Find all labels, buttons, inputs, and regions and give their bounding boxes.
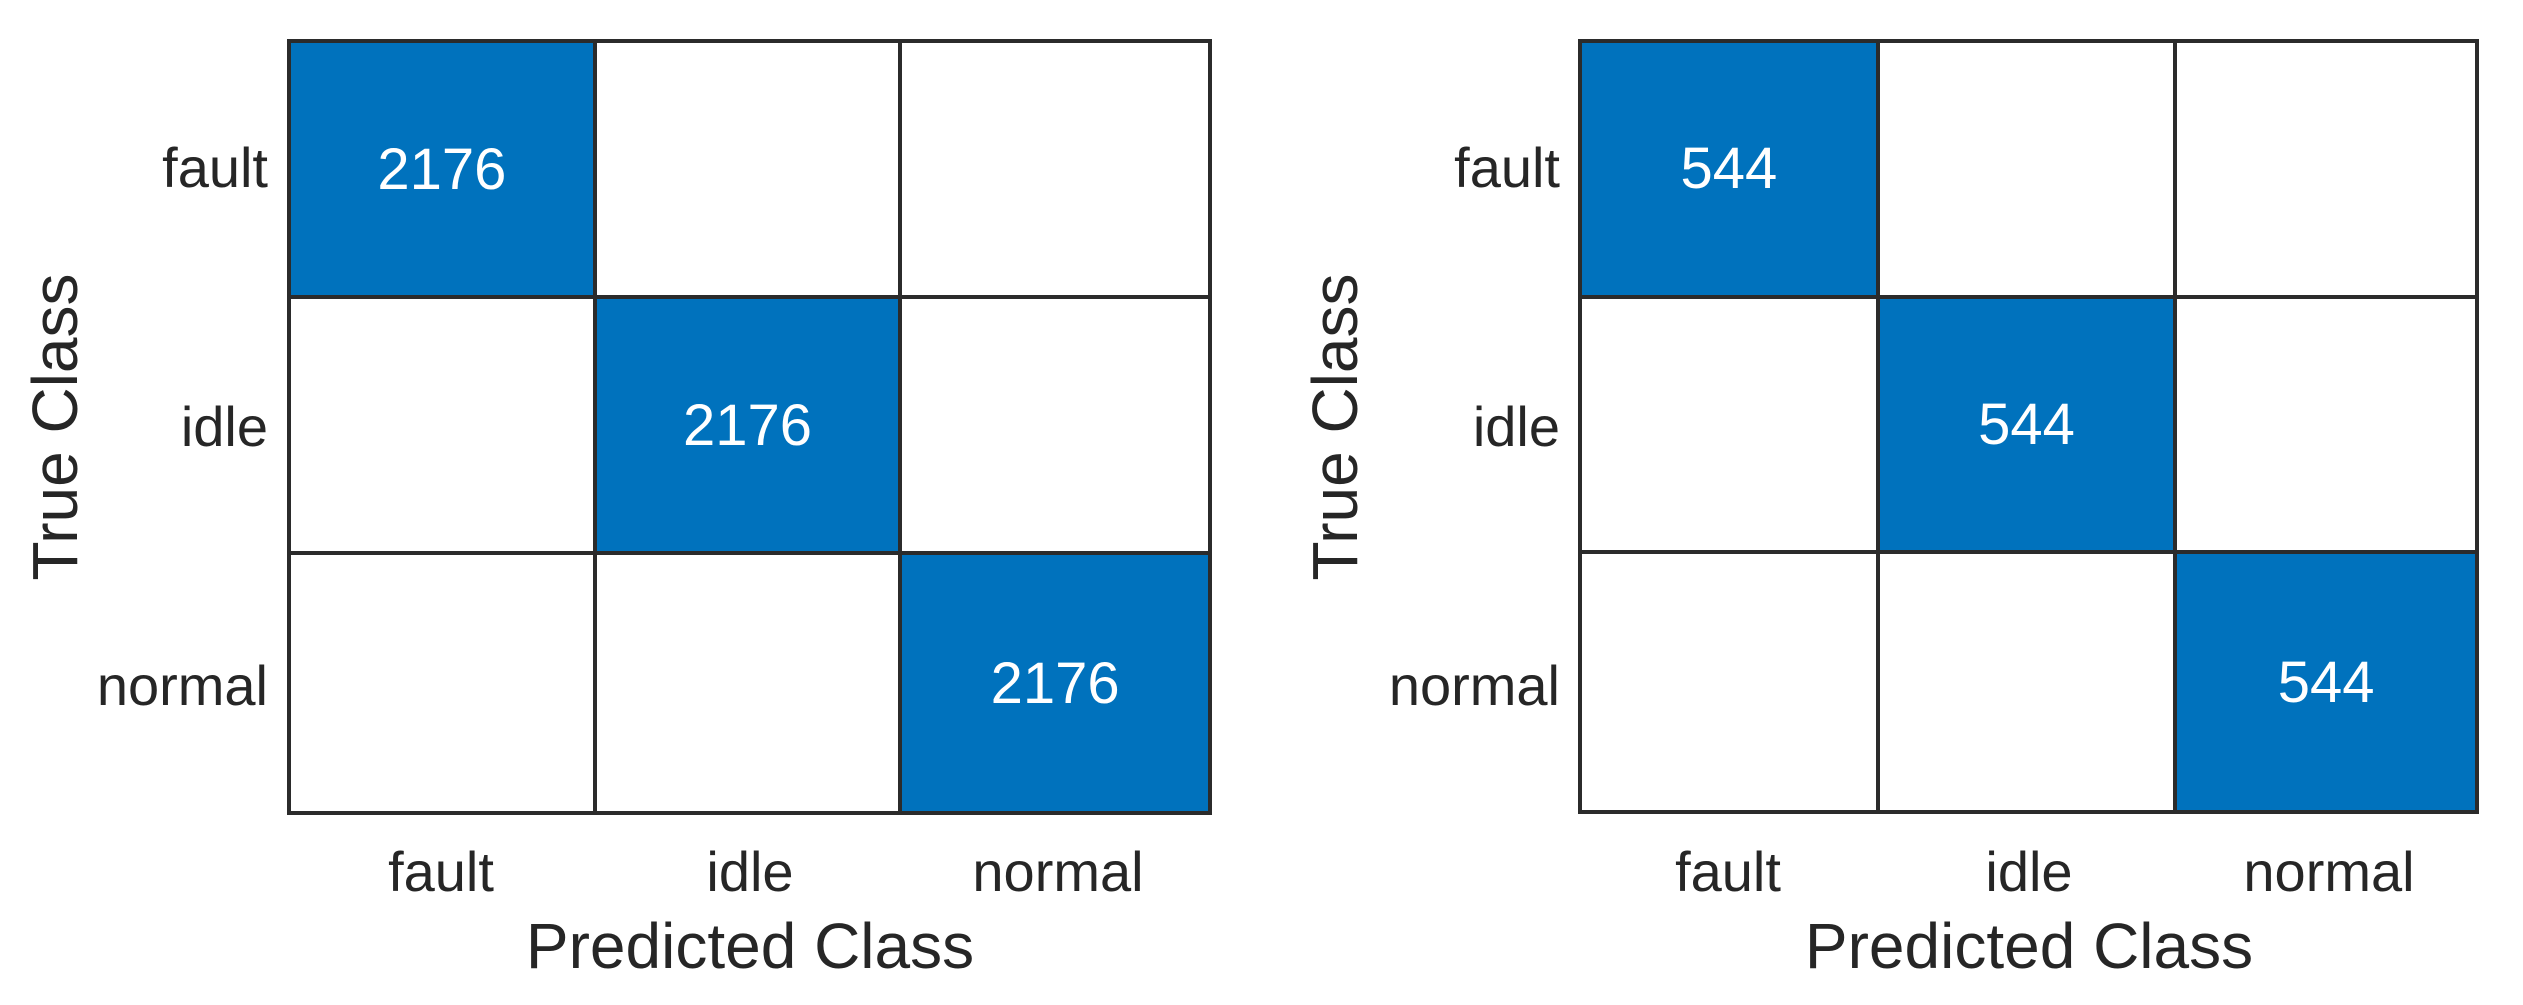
cell-true-normal-pred-idle bbox=[1880, 554, 2178, 810]
x-tick-fault-right: fault bbox=[1675, 840, 1781, 903]
x-axis-label-left: Predicted Class bbox=[525, 910, 975, 982]
matrix-grid-right: 544 544 544 bbox=[1578, 39, 2479, 814]
y-tick-normal-right: normal bbox=[1388, 654, 1560, 717]
cell-true-idle-pred-fault bbox=[291, 299, 597, 555]
cell-true-idle-pred-normal bbox=[2177, 299, 2475, 555]
y-tick-idle-left: idle bbox=[180, 395, 268, 458]
y-tick-normal-left: normal bbox=[96, 654, 268, 717]
x-tick-normal-right: normal bbox=[2243, 840, 2415, 903]
x-tick-fault-left: fault bbox=[388, 840, 494, 903]
cell-true-fault-pred-idle bbox=[1879, 43, 2178, 299]
matrix-grid-left: 2176 2176 2176 bbox=[287, 39, 1212, 815]
y-tick-fault-right: fault bbox=[1454, 136, 1560, 199]
x-tick-idle-left: idle bbox=[706, 840, 794, 903]
cell-true-fault-pred-normal bbox=[902, 43, 1208, 299]
cell-true-normal-pred-normal: 544 bbox=[2177, 554, 2475, 810]
cell-true-fault-pred-fault: 544 bbox=[1582, 43, 1880, 299]
y-tick-idle-right: idle bbox=[1472, 395, 1560, 458]
y-tick-fault-left: fault bbox=[162, 136, 268, 199]
cell-true-idle-pred-normal bbox=[902, 299, 1208, 555]
cell-true-idle-pred-idle: 544 bbox=[1879, 298, 2178, 555]
cell-true-normal-pred-idle bbox=[597, 555, 903, 811]
cell-true-fault-pred-fault: 2176 bbox=[291, 43, 597, 299]
cell-true-fault-pred-normal bbox=[2177, 43, 2475, 299]
x-axis-label-right: Predicted Class bbox=[1804, 910, 2254, 982]
x-tick-normal-left: normal bbox=[972, 840, 1144, 903]
cell-true-fault-pred-idle bbox=[596, 43, 903, 299]
cell-true-normal-pred-normal: 2176 bbox=[902, 555, 1208, 811]
x-tick-idle-right: idle bbox=[1985, 840, 2073, 903]
cell-true-idle-pred-fault bbox=[1582, 298, 1880, 555]
cell-true-idle-pred-idle: 2176 bbox=[596, 299, 903, 555]
cell-true-normal-pred-fault bbox=[291, 555, 597, 811]
cell-true-normal-pred-fault bbox=[1582, 554, 1880, 810]
